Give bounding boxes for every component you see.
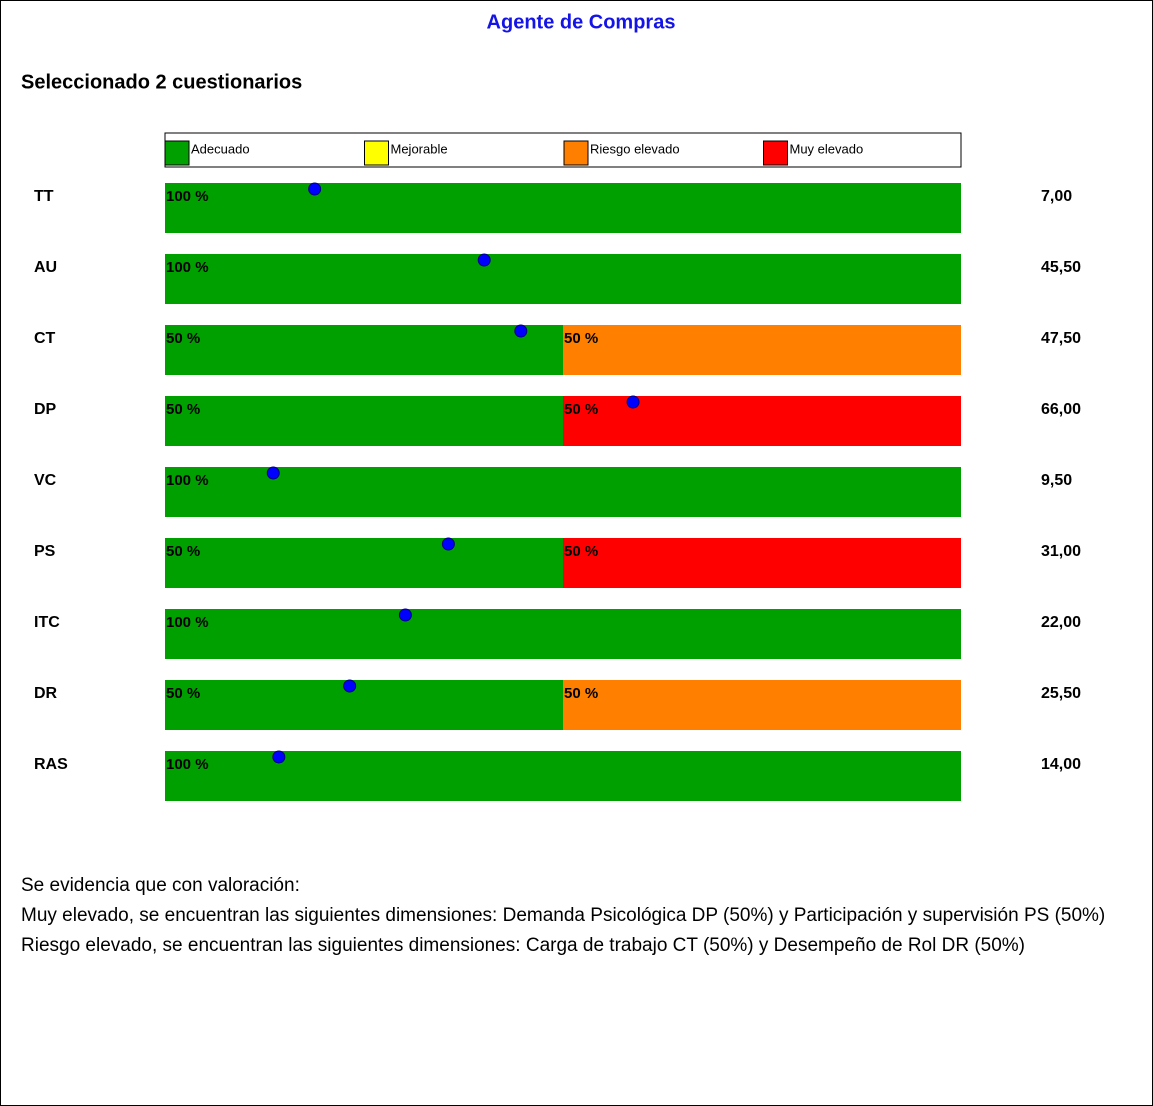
category-label: VC: [34, 472, 57, 489]
score-marker: [272, 750, 286, 764]
legend-label: Adecuado: [191, 141, 250, 156]
value-label: 50 %: [564, 330, 598, 347]
summary: Se evidencia que con valoración: Muy elev…: [21, 871, 1145, 961]
bar-segment: [165, 609, 961, 659]
value-label: 50 %: [166, 685, 200, 702]
score-marker: [266, 466, 280, 480]
category-label: TT: [34, 188, 54, 205]
score-marker: [398, 608, 412, 622]
score-marker: [626, 395, 640, 409]
value-label: 100 %: [166, 259, 209, 276]
bar-segment: [165, 467, 961, 517]
legend-swatch: [563, 140, 589, 166]
score-label: 22,00: [1041, 614, 1081, 631]
value-label: 50 %: [166, 543, 200, 560]
value-label: 50 %: [564, 401, 598, 418]
score-label: 7,00: [1041, 188, 1072, 205]
value-label: 100 %: [166, 188, 209, 205]
bar-segment: [563, 325, 961, 375]
paragraph: Se evidencia que con valoración:: [21, 875, 300, 896]
category-label: AU: [34, 259, 57, 276]
score-label: 66,00: [1041, 401, 1081, 418]
legend-label: Mejorable: [391, 141, 448, 156]
score-marker: [308, 182, 322, 196]
value-label: 100 %: [166, 472, 209, 489]
bar-segment: [563, 538, 961, 588]
bar-segment: [563, 396, 961, 446]
paragraph: Riesgo elevado, se encuentran las siguie…: [21, 935, 1026, 956]
bar-segment: [165, 538, 563, 588]
legend-box: [164, 132, 962, 168]
bar-segment: [165, 325, 563, 375]
bar-segment: [165, 751, 961, 801]
score-marker: [441, 537, 455, 551]
value-label: 100 %: [166, 614, 209, 631]
score-label: 25,50: [1041, 685, 1081, 702]
value-label: 50 %: [564, 685, 598, 702]
legend-swatch: [164, 140, 190, 166]
bar-segment: [165, 183, 961, 233]
category-label: DR: [34, 685, 58, 702]
bar-segment: [165, 680, 563, 730]
category-label: CT: [34, 330, 56, 347]
legend-label: Riesgo elevado: [590, 141, 680, 156]
title: Agente de Compras: [487, 11, 676, 33]
category-label: ITC: [34, 614, 60, 631]
category-label: DP: [34, 401, 57, 418]
paragraph: Muy elevado, se encuentran las siguiente…: [21, 905, 1106, 926]
value-label: 50 %: [564, 543, 598, 560]
legend-label: Muy elevado: [790, 141, 864, 156]
score-label: 45,50: [1041, 259, 1081, 276]
score-label: 47,50: [1041, 330, 1081, 347]
category-label: PS: [34, 543, 56, 560]
value-label: 100 %: [166, 756, 209, 773]
legend-swatch: [364, 140, 389, 166]
category-label: RAS: [34, 756, 68, 773]
chart: Agente de Compras Seleccionado 2 cuestio…: [21, 11, 1081, 801]
value-label: 50 %: [166, 401, 200, 418]
score-marker: [477, 253, 491, 267]
score-label: 31,00: [1041, 543, 1081, 560]
bar-segment: [563, 680, 961, 730]
score-label: 9,50: [1041, 472, 1072, 489]
score-label: 14,00: [1041, 756, 1081, 773]
bar-segment: [165, 254, 961, 304]
bar-segment: [165, 396, 563, 446]
score-marker: [343, 679, 357, 693]
value-label: 50 %: [166, 330, 200, 347]
score-marker: [514, 324, 528, 338]
subtitle: Seleccionado 2 cuestionarios: [21, 71, 302, 93]
legend-swatch: [763, 140, 788, 166]
